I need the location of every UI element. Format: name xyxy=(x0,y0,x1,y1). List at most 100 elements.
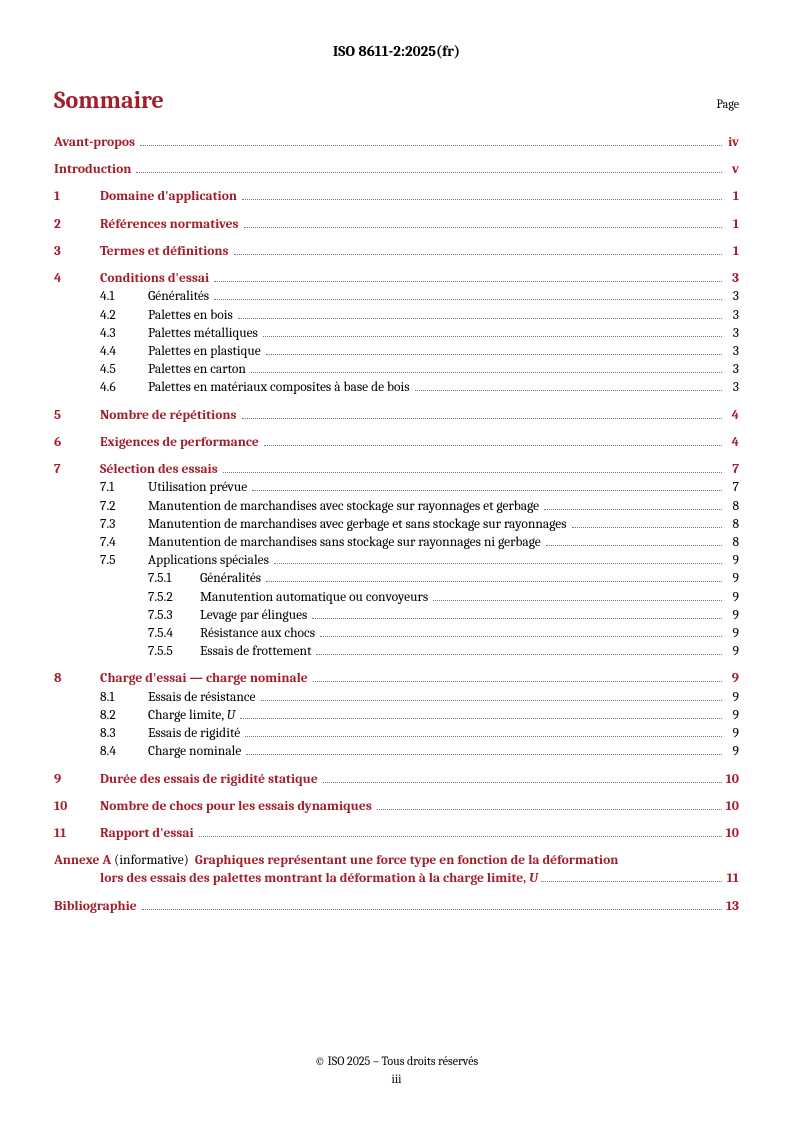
toc-entry-title: Durée des essais de rigidité statique xyxy=(100,771,320,789)
toc-entry-9[interactable]: 9 Durée des essais de rigidité statique … xyxy=(54,771,739,789)
leader-dots xyxy=(136,161,722,173)
toc-entry-number: 8.1 xyxy=(100,689,148,707)
toc-entry-7-5-3[interactable]: 7.5.3 Levage par élingues 9 xyxy=(54,607,739,625)
toc-entry-7-3[interactable]: 7.3 Manutention de marchandises avec ger… xyxy=(54,516,739,534)
toc-entry-title: Utilisation prévue xyxy=(148,479,249,497)
toc-entry-title: Essais de frottement xyxy=(200,643,313,661)
toc-entry-avant-propos[interactable]: Avant-propos iv xyxy=(54,134,739,152)
toc-entry-title: Essais de résistance xyxy=(148,689,258,707)
toc-entry-5[interactable]: 5 Nombre de répétitions 4 xyxy=(54,407,739,425)
leader-dots xyxy=(274,552,722,564)
toc-entry-title: Charge d'essai — charge nominale xyxy=(100,670,310,688)
toc-entry-4-6[interactable]: 4.6 Palettes en matériaux composites à b… xyxy=(54,379,739,397)
toc-entry-title-text: Charge limite, U xyxy=(148,708,235,723)
toc-entry-page: 10 xyxy=(725,825,739,843)
title-row: Sommaire Page xyxy=(54,86,739,114)
toc-entry-4-4[interactable]: 4.4 Palettes en plastique 3 xyxy=(54,343,739,361)
toc-entry-number: 4.5 xyxy=(100,361,148,379)
annex-label: Annexe A xyxy=(54,853,111,868)
toc-entry-page: 9 xyxy=(725,725,739,743)
leader-dots xyxy=(541,871,722,883)
toc-entry-number: 7.5.1 xyxy=(148,570,200,588)
leader-dots xyxy=(312,607,722,619)
toc-entry-7-4[interactable]: 7.4 Manutention de marchandises sans sto… xyxy=(54,534,739,552)
toc-entry-title: Palettes en matériaux composites à base … xyxy=(148,379,412,397)
toc-entry-8[interactable]: 8 Charge d'essai — charge nominale 9 xyxy=(54,670,739,688)
toc-entry-7[interactable]: 7 Sélection des essais 7 xyxy=(54,461,739,479)
toc-entry-8-4[interactable]: 8.4 Charge nominale 9 xyxy=(54,743,739,761)
leader-dots xyxy=(433,589,722,601)
toc-entry-number: 8.3 xyxy=(100,725,148,743)
toc-entry-title: Essais de rigidité xyxy=(148,725,242,743)
toc-entry-title: Charge nominale xyxy=(148,743,243,761)
toc-entry-page: 9 xyxy=(725,707,739,725)
toc-entry-page: 1 xyxy=(725,188,739,206)
leader-dots xyxy=(238,307,722,319)
toc-entry-page: 1 xyxy=(725,243,739,261)
leader-dots xyxy=(246,744,722,756)
toc-entry-7-5-4[interactable]: 7.5.4 Résistance aux chocs 9 xyxy=(54,625,739,643)
page-footer: © ISO 2025 – Tous droits réservés iii xyxy=(0,1054,793,1086)
toc-entry-8-1[interactable]: 8.1 Essais de résistance 9 xyxy=(54,689,739,707)
toc-entry-7-5-5[interactable]: 7.5.5 Essais de frottement 9 xyxy=(54,643,739,661)
annex-text-line2: lors des essais des palettes montrant la… xyxy=(100,870,538,888)
toc-entry-number: 7.5.5 xyxy=(148,643,200,661)
toc-entry-page: 9 xyxy=(725,607,739,625)
toc-entry-4-2[interactable]: 4.2 Palettes en bois 3 xyxy=(54,307,739,325)
toc-entry-page: 3 xyxy=(725,270,739,288)
toc-entry-4-1[interactable]: 4.1 Généralités 3 xyxy=(54,288,739,306)
toc-entry-page: 9 xyxy=(725,570,739,588)
toc-entry-4-5[interactable]: 4.5 Palettes en carton 3 xyxy=(54,361,739,379)
toc-entry-page: iv xyxy=(725,134,739,152)
toc-entry-page: 3 xyxy=(725,343,739,361)
leader-dots xyxy=(244,216,723,228)
leader-dots xyxy=(251,361,722,373)
toc-entry-title: Charge limite, U xyxy=(148,707,237,725)
toc-entry-title: Manutention de marchandises avec gerbage… xyxy=(148,516,569,534)
toc-entry-title: Bibliographie xyxy=(54,898,139,916)
toc-entry-page: 8 xyxy=(725,498,739,516)
toc-entry-page: 11 xyxy=(725,870,739,888)
toc-entry-number: 1 xyxy=(54,188,100,206)
toc-entry-4[interactable]: 4 Conditions d'essai 3 xyxy=(54,270,739,288)
toc-entry-bibliographie[interactable]: Bibliographie 13 xyxy=(54,898,739,916)
leader-dots xyxy=(266,571,722,583)
annex-informative: (informative) xyxy=(114,853,189,868)
toc-entry-10[interactable]: 10 Nombre de chocs pour les essais dynam… xyxy=(54,798,739,816)
toc-entry-number: 11 xyxy=(54,825,100,843)
toc-entry-7-1[interactable]: 7.1 Utilisation prévue 7 xyxy=(54,479,739,497)
toc-entry-3[interactable]: 3 Termes et définitions 1 xyxy=(54,243,739,261)
leader-dots xyxy=(544,498,722,510)
toc-entry-page: v xyxy=(725,161,739,179)
leader-dots xyxy=(234,243,722,255)
toc-entry-11[interactable]: 11 Rapport d'essai 10 xyxy=(54,825,739,843)
toc-entry-annex-a[interactable]: Annexe A (informative) Graphiques représ… xyxy=(54,852,739,888)
toc-entry-7-2[interactable]: 7.2 Manutention de marchandises avec sto… xyxy=(54,498,739,516)
toc-entry-number: 8 xyxy=(54,670,100,688)
toc-entry-title: Références normatives xyxy=(100,216,241,234)
table-of-contents: Avant-propos iv Introduction v 1 Domaine… xyxy=(54,134,739,916)
toc-entry-2[interactable]: 2 Références normatives 1 xyxy=(54,216,739,234)
toc-entry-page: 8 xyxy=(725,534,739,552)
page-number: iii xyxy=(0,1072,793,1086)
toc-entry-page: 9 xyxy=(725,670,739,688)
leader-dots xyxy=(546,534,722,546)
toc-entry-7-5-2[interactable]: 7.5.2 Manutention automatique ou convoye… xyxy=(54,589,739,607)
toc-entry-8-3[interactable]: 8.3 Essais de rigidité 9 xyxy=(54,725,739,743)
toc-entry-8-2[interactable]: 8.2 Charge limite, U 9 xyxy=(54,707,739,725)
toc-entry-7-5-1[interactable]: 7.5.1 Généralités 9 xyxy=(54,570,739,588)
annex-line-2: lors des essais des palettes montrant la… xyxy=(54,870,739,888)
toc-entry-introduction[interactable]: Introduction v xyxy=(54,161,739,179)
toc-entry-6[interactable]: 6 Exigences de performance 4 xyxy=(54,434,739,452)
toc-entry-page: 13 xyxy=(725,898,739,916)
toc-entry-title: Termes et définitions xyxy=(100,243,231,261)
toc-entry-number: 4.2 xyxy=(100,307,148,325)
toc-entry-number: 7.5.2 xyxy=(148,589,200,607)
toc-entry-number: 7.5.4 xyxy=(148,625,200,643)
toc-entry-1[interactable]: 1 Domaine d'application 1 xyxy=(54,188,739,206)
toc-entry-page: 7 xyxy=(725,479,739,497)
toc-entry-title: Domaine d'application xyxy=(100,188,239,206)
toc-entry-4-3[interactable]: 4.3 Palettes métalliques 3 xyxy=(54,325,739,343)
page: ISO 8611-2:2025(fr) Sommaire Page Avant-… xyxy=(0,0,793,1122)
toc-entry-7-5[interactable]: 7.5 Applications spéciales 9 xyxy=(54,552,739,570)
